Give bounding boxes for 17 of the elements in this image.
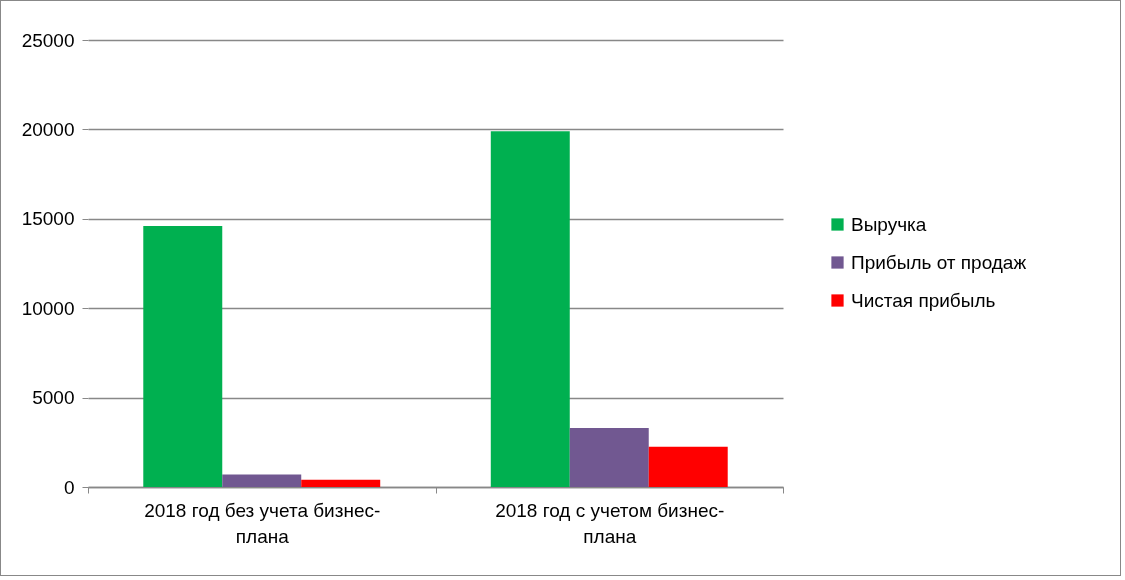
- bar: [143, 225, 223, 487]
- legend-label: Прибыль от продаж: [851, 251, 1027, 273]
- bar: [490, 131, 570, 487]
- legend-label: Чистая прибыль: [851, 289, 996, 311]
- y-tick-label: 20000: [21, 118, 75, 140]
- bar: [301, 479, 381, 487]
- y-tick-label: 0: [63, 476, 75, 498]
- y-tick-label: 10000: [21, 297, 75, 319]
- legend-label: Выручка: [851, 213, 927, 235]
- bar: [648, 446, 728, 487]
- bar: [222, 474, 302, 487]
- y-tick-label: 15000: [21, 208, 75, 230]
- bar: [569, 428, 649, 487]
- x-tick-label: 2018 год с учетом бизнес-плана: [495, 499, 725, 547]
- y-tick-label: 5000: [32, 387, 75, 409]
- y-tick-label: 25000: [21, 29, 75, 51]
- x-tick-label: 2018 год без учета бизнес-плана: [144, 499, 381, 547]
